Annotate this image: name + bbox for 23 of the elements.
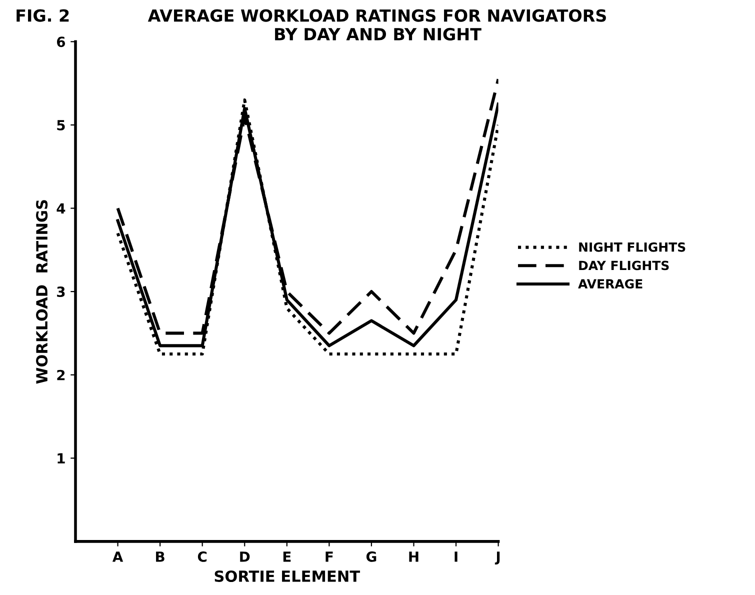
y-tick-label: 1 [58,453,65,464]
y-axis-title: WORKLOAD RATINGS [36,200,48,384]
x-tick-label: H [409,552,418,562]
x-tick-label: D [240,552,250,562]
x-tick-label: A [112,552,124,562]
x-tick-label: I [454,552,458,562]
chart-title: AVERAGE WORKLOAD RATINGS FOR NAVIGATORS BY DAY AND BY NIGHT [148,9,606,40]
x-tick-label: G [366,551,376,562]
x-tick-label: F [326,552,333,562]
y-tick-label: 4 [56,203,66,214]
caption: FIG. 2 [16,9,69,22]
x-tick-label: E [283,552,291,562]
x-tick-label: J [494,552,500,565]
y-tick-label: 3 [57,286,65,298]
y-tick-label: 6 [56,36,66,48]
legend-label: DAY FLIGHTS [579,260,669,270]
x-tick-label: C [198,551,207,562]
x-tick-label: B [156,552,164,562]
y-tick-label: 5 [57,120,65,130]
legend-label: AVERAGE [578,279,642,289]
y-tick-label: 2 [57,370,65,380]
x-axis-title: SORTIE ELEMENT [214,570,360,582]
legend-label: NIGHT FLIGHTS [579,242,686,252]
